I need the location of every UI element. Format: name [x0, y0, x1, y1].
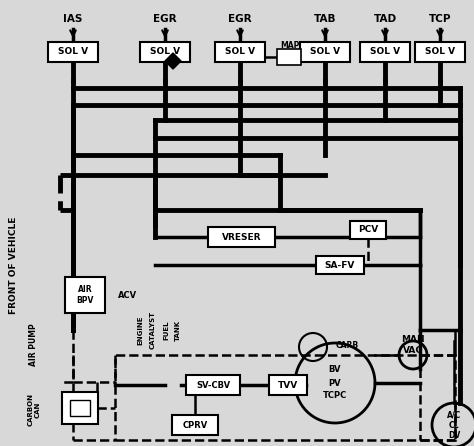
FancyBboxPatch shape [186, 375, 240, 395]
Text: SOL V: SOL V [150, 48, 180, 57]
Text: TCP: TCP [429, 14, 451, 24]
Bar [115, 355, 455, 440]
Text: CATALYST: CATALYST [150, 311, 156, 349]
FancyBboxPatch shape [62, 392, 98, 424]
Text: EGR: EGR [228, 14, 252, 24]
Text: ACV: ACV [118, 290, 137, 300]
Text: CARBON
CAN: CARBON CAN [27, 393, 40, 426]
FancyBboxPatch shape [140, 42, 190, 62]
Text: SOL V: SOL V [58, 48, 88, 57]
Text: TCPC: TCPC [323, 391, 347, 400]
Text: CPRV: CPRV [182, 421, 208, 429]
Text: SOL V: SOL V [225, 48, 255, 57]
FancyBboxPatch shape [209, 227, 275, 247]
FancyBboxPatch shape [300, 42, 350, 62]
FancyBboxPatch shape [316, 256, 364, 274]
Text: SV-CBV: SV-CBV [196, 380, 230, 389]
Text: AIR
BPV: AIR BPV [76, 285, 94, 305]
Text: MAP: MAP [280, 41, 300, 50]
Text: EGR: EGR [153, 14, 177, 24]
Bar [70, 400, 90, 416]
Text: TAD: TAD [374, 14, 397, 24]
FancyBboxPatch shape [360, 42, 410, 62]
FancyBboxPatch shape [65, 277, 105, 313]
FancyBboxPatch shape [415, 42, 465, 62]
Text: SOL V: SOL V [425, 48, 455, 57]
Text: FRONT OF VEHICLE: FRONT OF VEHICLE [9, 216, 18, 314]
FancyBboxPatch shape [48, 42, 98, 62]
Text: BV: BV [329, 366, 341, 375]
Text: TAB: TAB [314, 14, 336, 24]
Text: MAN
VAC: MAN VAC [401, 335, 425, 355]
Text: VRESER: VRESER [222, 232, 262, 241]
Text: PV: PV [328, 379, 341, 388]
Text: CARB: CARB [336, 340, 358, 350]
Text: SA-FV: SA-FV [325, 260, 355, 269]
FancyBboxPatch shape [215, 42, 265, 62]
Text: TANK: TANK [175, 319, 181, 341]
Text: ENGINE: ENGINE [137, 315, 143, 345]
Text: FUEL: FUEL [163, 320, 169, 340]
Text: SOL V: SOL V [310, 48, 340, 57]
Text: AIR PUMP: AIR PUMP [29, 324, 38, 366]
Text: PCV: PCV [358, 226, 378, 235]
FancyBboxPatch shape [350, 221, 386, 239]
Text: SOL V: SOL V [370, 48, 400, 57]
Text: IAS: IAS [64, 14, 82, 24]
Polygon shape [165, 53, 181, 69]
FancyBboxPatch shape [172, 415, 218, 435]
FancyBboxPatch shape [277, 49, 301, 65]
Text: A/C
CL
DV: A/C CL DV [447, 410, 461, 440]
FancyBboxPatch shape [269, 375, 307, 395]
Text: TVV: TVV [278, 380, 298, 389]
